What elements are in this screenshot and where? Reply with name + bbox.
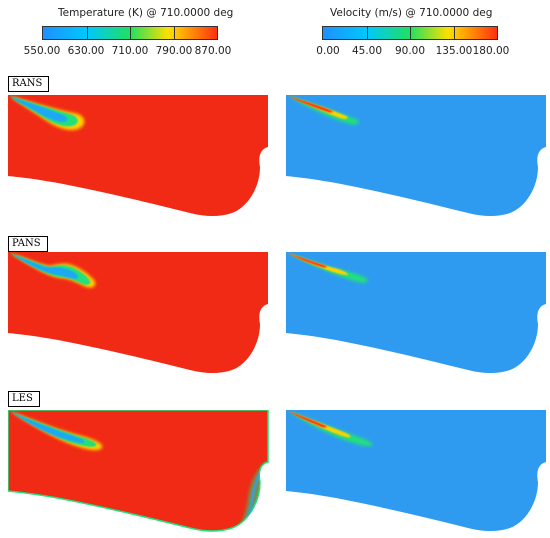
- velocity-tick-label: 0.00: [316, 45, 340, 57]
- temperature-tick-label: 550.00: [23, 45, 61, 57]
- colorbar-tick: [173, 27, 175, 39]
- les-temperature-field: [8, 410, 269, 532]
- colorbar-tick: [453, 27, 455, 39]
- temperature-tick-label: 630.00: [67, 45, 105, 57]
- temperature-colorbar-title: Temperature (K) @ 710.0000 deg: [58, 7, 234, 19]
- velocity-tick-label: 90.00: [394, 45, 426, 57]
- colorbar-tick: [86, 27, 88, 39]
- les-velocity-field: [286, 410, 546, 531]
- velocity-colorbar-gradient: [322, 26, 498, 40]
- temperature-colorbar-gradient: [42, 26, 218, 40]
- colorbar-tick: [410, 27, 411, 39]
- rans-velocity-field: [286, 95, 546, 216]
- velocity-tick-label: 135.00: [435, 45, 473, 57]
- colorbar-tick: [130, 27, 131, 39]
- row-label-pans: PANS: [8, 236, 48, 252]
- pans-velocity-field: [286, 252, 546, 373]
- velocity-tick-label: 180.00: [472, 45, 510, 57]
- temperature-tick-label: 790.00: [155, 45, 193, 57]
- temperature-tick-label: 710.00: [111, 45, 149, 57]
- row-label-les: LES: [8, 391, 40, 407]
- colorbar-tick: [366, 27, 368, 39]
- pans-temperature-field: [8, 252, 268, 373]
- velocity-colorbar-title: Velocity (m/s) @ 710.0000 deg: [330, 7, 493, 19]
- rans-temperature-field: [8, 95, 268, 216]
- velocity-tick-label: 45.00: [351, 45, 383, 57]
- row-label-rans: RANS: [8, 76, 50, 92]
- temperature-tick-label: 870.00: [194, 45, 232, 57]
